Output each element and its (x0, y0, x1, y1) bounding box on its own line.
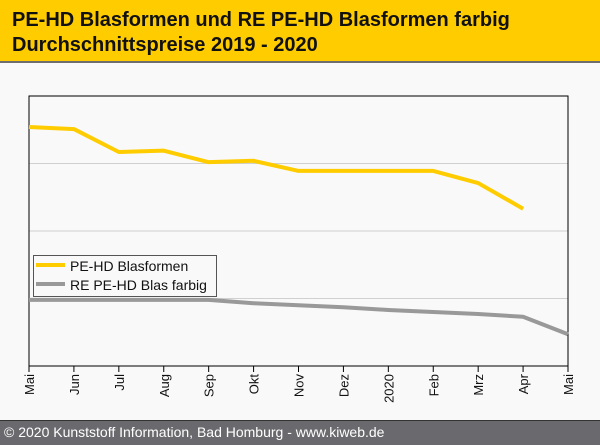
x-tick-label: Mai (561, 374, 576, 395)
copyright-text: © 2020 Kunststoff Information, Bad Hombu… (4, 424, 384, 440)
x-tick-label: Jul (112, 374, 127, 391)
series-line (29, 300, 568, 334)
x-tick-label: 2020 (381, 374, 396, 403)
x-tick-label: Okt (247, 374, 262, 395)
x-tick-label: Nov (292, 374, 307, 398)
x-tick-label: Mai (22, 374, 37, 395)
legend-item-re-pe-hd: RE PE-HD Blas farbig (36, 277, 207, 295)
x-tick-label: Sep (202, 374, 217, 397)
legend-swatch (36, 282, 65, 286)
legend-label: PE-HD Blasformen (70, 258, 188, 274)
x-tick-label: Jun (67, 374, 82, 395)
legend: PE-HD Blasformen RE PE-HD Blas farbig (33, 255, 217, 297)
x-tick-label: Mrz (471, 374, 486, 396)
legend-swatch (36, 263, 65, 267)
footer: © 2020 Kunststoff Information, Bad Hombu… (0, 420, 600, 445)
series-line (29, 127, 523, 209)
legend-label: RE PE-HD Blas farbig (70, 277, 207, 293)
legend-item-pe-hd: PE-HD Blasformen (36, 258, 188, 276)
x-tick-label: Feb (426, 374, 441, 396)
x-tick-label: Dez (336, 374, 351, 397)
x-tick-label: Apr (516, 373, 531, 394)
x-tick-label: Aug (157, 374, 172, 397)
